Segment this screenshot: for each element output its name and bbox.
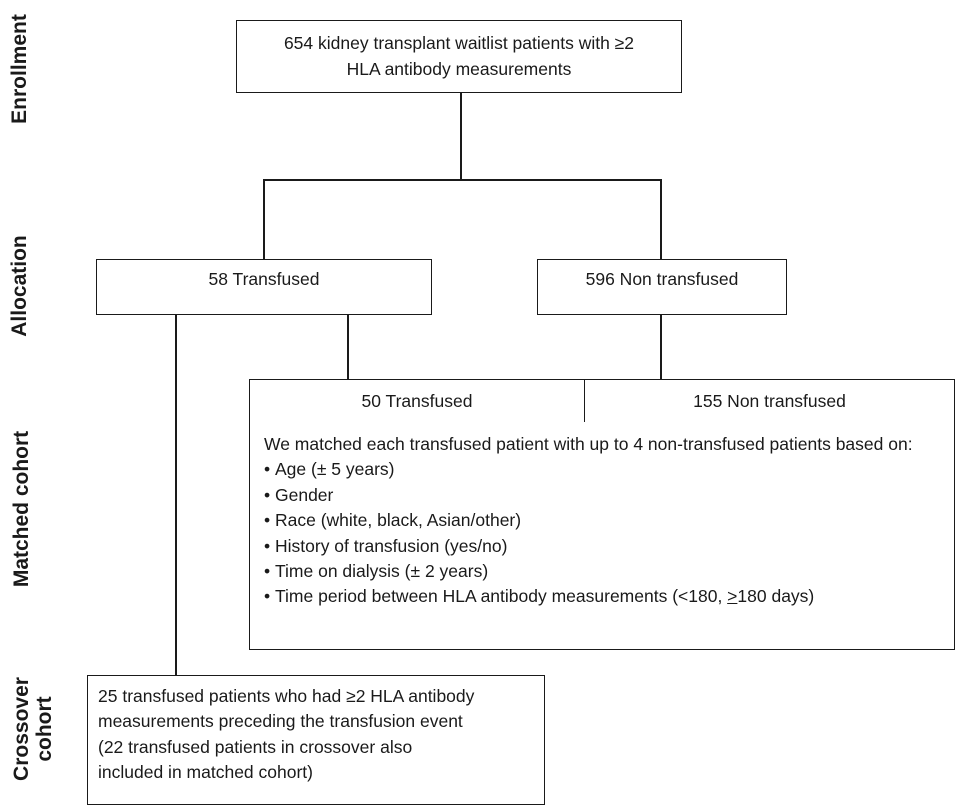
stage-label-crossover-line2: cohort (33, 696, 57, 762)
matching-criteria-list: Age (± 5 years) Gender Race (white, blac… (264, 457, 940, 609)
criterion-time-period-ge: > (727, 586, 738, 607)
matched-transfused-label: 50 Transfused (361, 391, 473, 411)
criterion-transfusion-history: History of transfusion (yes/no) (264, 534, 940, 559)
crossover-text-line2: measurements preceding the transfusion e… (98, 711, 463, 732)
connector-to-transfused (263, 179, 265, 260)
crossover-text-line3: (22 transfused patients in crossover als… (98, 736, 413, 757)
criterion-time-period: Time period between HLA antibody measure… (264, 584, 940, 609)
connector-transfused-to-crossover (175, 314, 177, 676)
criterion-time-period-suffix: 180 days) (737, 586, 815, 607)
matching-criteria-intro: We matched each transfused patient with … (264, 434, 913, 454)
stage-label-enrollment: Enrollment (8, 14, 31, 124)
enrollment-text-line1: 654 kidney transplant waitlist patients … (283, 33, 635, 54)
connector-allocation-horizontal (263, 179, 662, 181)
criterion-dialysis-time: Time on dialysis (± 2 years) (264, 559, 940, 584)
criterion-gender: Gender (264, 483, 940, 508)
crossover-box: 25 transfused patients who had ≥2 HLA an… (87, 675, 545, 805)
crossover-text-line4: included in matched cohort) (98, 762, 313, 783)
stage-label-allocation: Allocation (8, 235, 31, 337)
connector-non-transfused-to-matched (660, 314, 662, 380)
matched-non-transfused-label: 155 Non transfused (693, 391, 846, 411)
matching-criteria-box: We matched each transfused patient with … (249, 422, 955, 650)
matched-transfused-cell: 50 Transfused (250, 380, 585, 423)
matched-non-transfused-cell: 155 Non transfused (585, 380, 954, 423)
criterion-time-period-prefix: Time period between HLA antibody measure… (275, 586, 728, 607)
allocation-non-transfused-label: 596 Non transfused (585, 269, 739, 290)
enrollment-box: 654 kidney transplant waitlist patients … (236, 20, 682, 93)
allocation-non-transfused-box: 596 Non transfused (537, 259, 787, 315)
criterion-age: Age (± 5 years) (264, 457, 940, 482)
connector-to-non-transfused (660, 179, 662, 260)
allocation-transfused-box: 58 Transfused (96, 259, 432, 315)
criterion-race: Race (white, black, Asian/other) (264, 508, 940, 533)
stage-label-crossover-cohort: Crossover cohort (10, 674, 60, 784)
connector-enrollment-down (460, 92, 462, 180)
enrollment-text-line2: HLA antibody measurements (346, 58, 572, 79)
stage-label-matched-cohort: Matched cohort (10, 430, 33, 588)
connector-transfused-to-matched (347, 314, 349, 380)
crossover-text-line1: 25 transfused patients who had ≥2 HLA an… (98, 686, 475, 706)
allocation-transfused-label: 58 Transfused (208, 269, 320, 290)
stage-label-crossover-line1: Crossover (10, 677, 33, 781)
matched-header-box: 50 Transfused 155 Non transfused (249, 379, 955, 424)
